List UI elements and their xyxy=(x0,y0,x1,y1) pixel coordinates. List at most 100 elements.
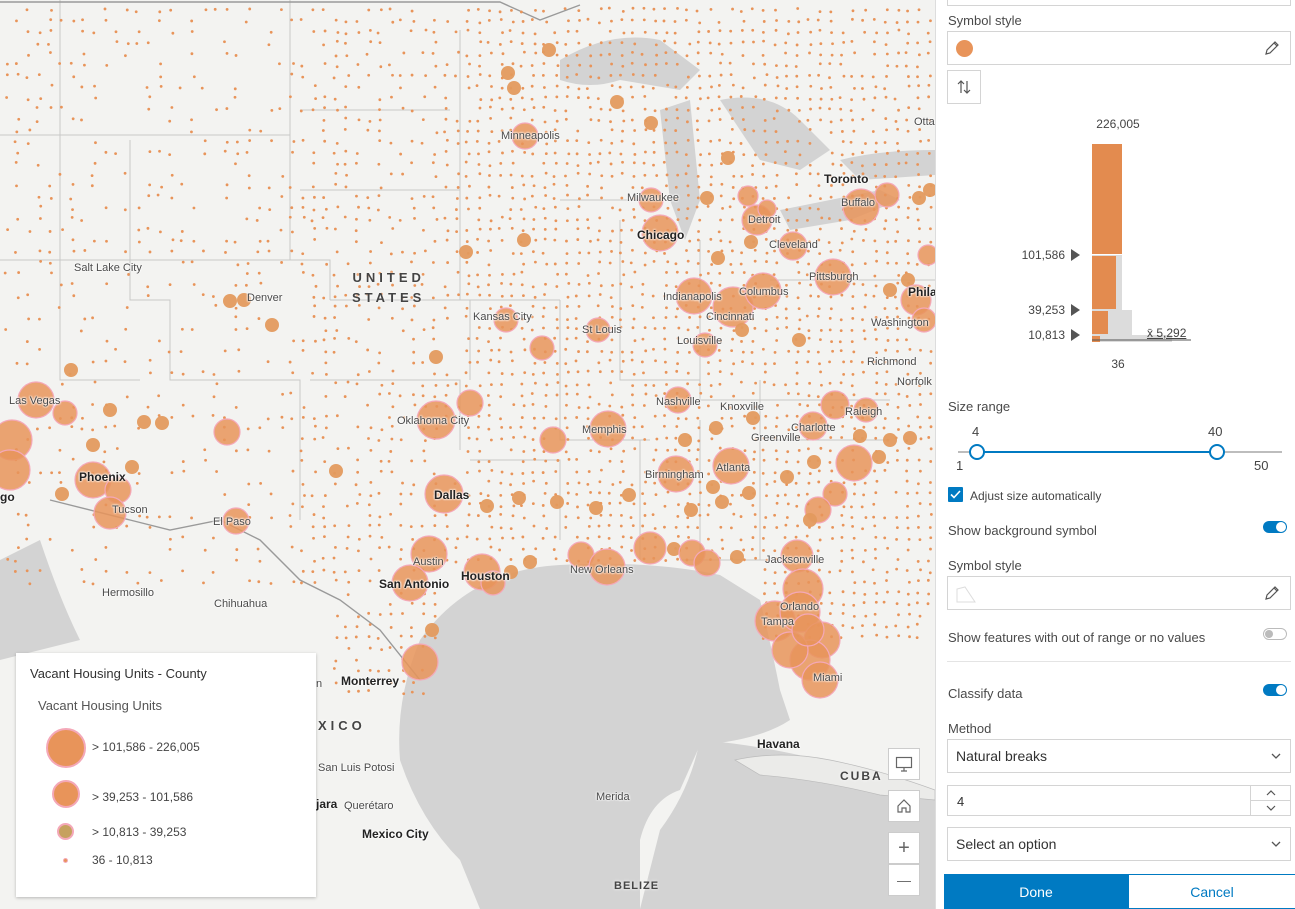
county-dot xyxy=(377,669,380,673)
cancel-button[interactable]: Cancel xyxy=(1128,874,1295,909)
county-dot xyxy=(345,54,349,58)
county-dot xyxy=(609,513,613,517)
background-symbol-picker[interactable] xyxy=(947,576,1291,610)
county-dot xyxy=(434,384,438,387)
divider xyxy=(947,661,1291,662)
chevron-up-icon[interactable] xyxy=(1265,788,1277,798)
county-dot xyxy=(247,503,251,507)
county-dot xyxy=(500,63,504,66)
county-dot xyxy=(203,448,207,452)
county-dot xyxy=(158,10,162,14)
county-dot xyxy=(850,415,853,419)
county-dot xyxy=(498,548,501,552)
county-dot xyxy=(741,118,745,121)
pencil-icon[interactable] xyxy=(1264,585,1280,601)
county-dot xyxy=(270,108,274,112)
county-dot xyxy=(632,207,636,211)
invert-button[interactable] xyxy=(947,70,981,104)
county-dot xyxy=(761,162,765,166)
county-dot xyxy=(884,95,888,99)
pencil-icon[interactable] xyxy=(1264,40,1280,56)
county-dot xyxy=(123,360,127,364)
county-dot xyxy=(874,150,878,154)
county-dot xyxy=(511,252,515,255)
show-background-toggle[interactable] xyxy=(1263,521,1287,533)
county-dot xyxy=(918,227,921,231)
county-dot xyxy=(916,96,920,100)
county-dot xyxy=(324,394,328,398)
break-handle[interactable] xyxy=(1071,304,1080,316)
county-dot xyxy=(633,416,637,420)
county-dot xyxy=(14,559,17,563)
map-view[interactable]: UNITED STATES XICO CUBA BELIZE Toronto B… xyxy=(0,0,935,909)
county-dot xyxy=(673,31,677,35)
out-of-range-toggle[interactable] xyxy=(1263,628,1287,640)
done-button[interactable]: Done xyxy=(944,874,1128,909)
adjust-size-checkbox[interactable] xyxy=(948,487,963,502)
county-dot xyxy=(48,426,52,430)
county-dot xyxy=(809,283,813,287)
county-dot xyxy=(586,184,589,188)
county-dot xyxy=(842,603,845,607)
size-range-max-thumb[interactable] xyxy=(1209,444,1225,460)
zoom-in-button[interactable]: + xyxy=(888,832,920,864)
display-button[interactable] xyxy=(888,748,920,780)
county-dot xyxy=(25,76,29,80)
county-dot xyxy=(566,193,569,197)
county-dot xyxy=(740,340,743,343)
county-dot xyxy=(739,380,743,384)
county-dot xyxy=(367,437,370,440)
break-handle[interactable] xyxy=(1071,249,1080,261)
county-dot xyxy=(354,240,358,244)
county-dot xyxy=(706,513,710,517)
county-dot xyxy=(607,491,611,495)
home-button[interactable] xyxy=(888,790,920,822)
county-dot xyxy=(828,174,832,178)
county-dot xyxy=(885,315,889,319)
county-dot xyxy=(765,482,769,486)
classify-data-toggle[interactable] xyxy=(1263,684,1287,696)
county-dot xyxy=(247,186,251,190)
county-dot xyxy=(641,337,645,341)
county-proportional-symbol xyxy=(542,43,556,57)
county-dot xyxy=(489,219,493,223)
county-dot xyxy=(500,425,504,429)
county-dot xyxy=(728,406,732,409)
classes-stepper[interactable]: 4 xyxy=(947,785,1291,816)
county-dot xyxy=(420,524,424,528)
county-dot xyxy=(467,152,471,156)
county-dot xyxy=(686,75,690,79)
county-dot xyxy=(478,54,482,58)
county-dot xyxy=(530,174,534,178)
county-dot xyxy=(291,371,295,375)
symbol-style-picker[interactable] xyxy=(947,31,1291,65)
county-dot xyxy=(631,248,634,252)
county-dot xyxy=(764,153,768,156)
county-dot xyxy=(787,428,791,432)
county-dot xyxy=(849,109,853,113)
county-proportional-symbol xyxy=(137,415,151,429)
county-dot xyxy=(927,152,931,155)
break-handle[interactable] xyxy=(1071,329,1080,341)
classes-input-value[interactable]: 4 xyxy=(957,794,965,809)
county-dot xyxy=(487,413,491,417)
county-dot xyxy=(886,64,890,68)
county-dot xyxy=(885,370,889,374)
county-dot xyxy=(6,557,10,561)
county-dot xyxy=(544,171,548,175)
option-select[interactable]: Select an option xyxy=(947,827,1291,861)
county-dot xyxy=(908,635,911,639)
county-dot xyxy=(267,186,271,190)
county-dot xyxy=(520,283,524,287)
county-dot xyxy=(663,252,666,255)
chevron-down-icon[interactable] xyxy=(1265,803,1277,813)
county-dot xyxy=(775,457,779,461)
county-dot xyxy=(542,207,546,211)
county-dot xyxy=(776,140,779,144)
size-range-min-thumb[interactable] xyxy=(969,444,985,460)
county-dot xyxy=(123,208,127,212)
county-dot xyxy=(586,340,589,344)
zoom-out-button[interactable]: — xyxy=(888,864,920,896)
county-dot xyxy=(148,95,152,99)
method-select[interactable]: Natural breaks xyxy=(947,739,1291,773)
